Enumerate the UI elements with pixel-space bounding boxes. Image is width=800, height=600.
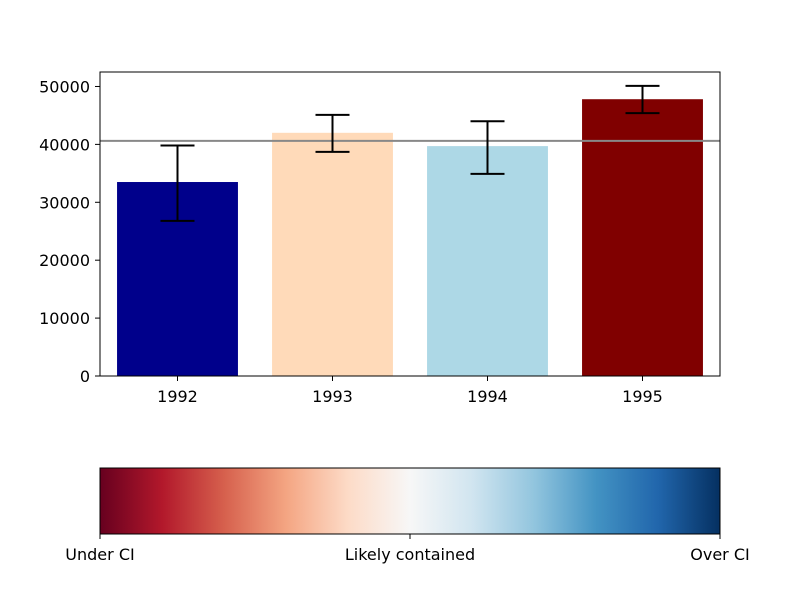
colorbar: Under CI Likely contained Over CI [65, 467, 750, 564]
y-axis: 0 10000 20000 30000 40000 50000 [39, 77, 100, 386]
x-tick-label: 1993 [312, 387, 353, 406]
x-tick-label: 1995 [622, 387, 663, 406]
colorbar-fill [100, 468, 720, 534]
colorbar-tick-label: Over CI [690, 545, 749, 564]
colorbar-ticks: Under CI Likely contained Over CI [65, 534, 750, 564]
error-bars-group [160, 84, 660, 222]
error-bar-1994 [470, 120, 505, 175]
bar-1995 [582, 99, 703, 376]
error-bar-1995 [625, 84, 660, 115]
error-bar-1992 [160, 144, 195, 222]
plot-frame [99, 71, 721, 377]
y-tick-label: 0 [80, 367, 90, 386]
x-tick-label: 1994 [467, 387, 508, 406]
x-axis: 1992 1993 1994 1995 [157, 376, 663, 406]
colorbar-tick-label: Under CI [65, 545, 134, 564]
y-tick-label: 30000 [39, 193, 90, 212]
bar-1993 [272, 132, 393, 376]
error-bar-1993 [315, 113, 350, 153]
y-tick-label: 20000 [39, 251, 90, 270]
bars-group [117, 99, 703, 376]
colorbar-tick-label: Likely contained [345, 545, 475, 564]
bar-1994 [427, 146, 548, 376]
y-tick-label: 40000 [39, 135, 90, 154]
y-tick-label: 10000 [39, 309, 90, 328]
x-tick-label: 1992 [157, 387, 198, 406]
y-tick-label: 50000 [39, 77, 90, 96]
